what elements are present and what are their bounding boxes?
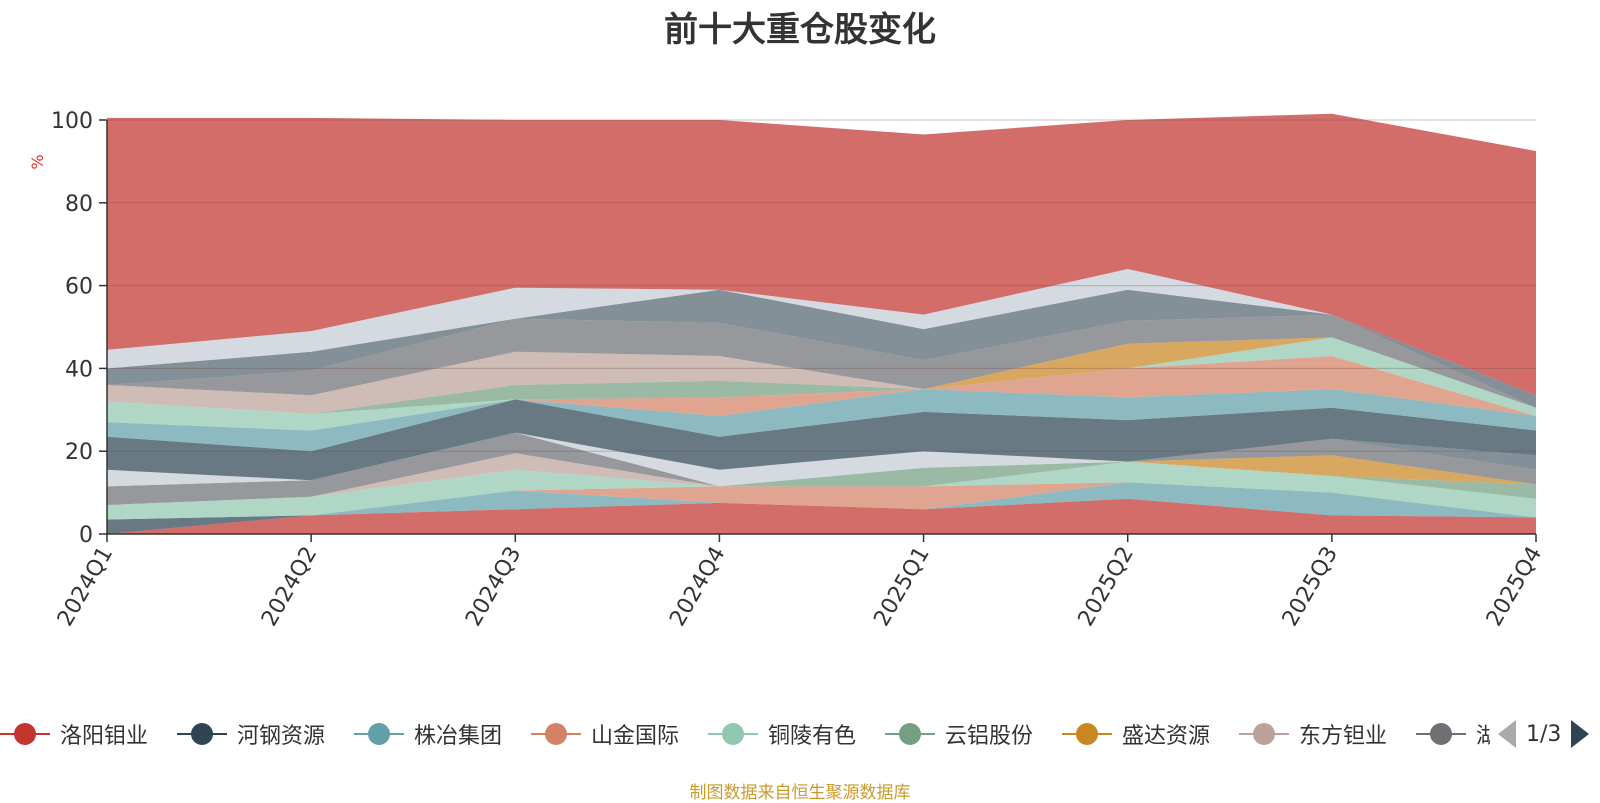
legend-item[interactable]: 铜陵有色 [708, 714, 856, 754]
legend-page-indicator: 1/3 [1526, 721, 1562, 747]
legend-marker-icon [531, 714, 581, 754]
area-series-5 [107, 461, 1536, 520]
data-source-note: 制图数据来自恒生聚源数据库 [689, 783, 911, 803]
legend-label: 云铝股份 [945, 724, 1034, 749]
area-series-14 [107, 389, 1536, 452]
legend-label: 盛达资源 [1122, 724, 1211, 749]
legend-item[interactable]: 洛阳钼业 [0, 714, 148, 754]
legend-item[interactable]: 山金国际 [531, 714, 679, 754]
legend-marker-icon [708, 714, 758, 754]
area-series-19 [107, 337, 1536, 414]
legend-item[interactable]: 湖南黄金 [1416, 714, 1490, 754]
area-series-17 [107, 337, 1536, 414]
legend: 洛阳钼业 河钢资源 株冶集团 山金国际 铜陵有色 云铝股份 盛达资源 东方钽业 湖南黄金 [0, 714, 1490, 754]
legend-pager: 1/3 [1498, 716, 1600, 752]
area-series-21 [107, 289, 1536, 408]
legend-item[interactable]: 云铝股份 [885, 714, 1033, 754]
y-tick-label: 40 [65, 357, 93, 382]
y-tick-label: 100 [51, 109, 93, 134]
area-series-3 [107, 482, 1536, 520]
legend-label: 湖南黄金 [1476, 724, 1490, 749]
area-series-4 [107, 482, 1536, 520]
legend-label: 铜陵有色 [768, 724, 857, 749]
legend-marker-icon [354, 714, 404, 754]
x-tick-label: 2024Q1 [53, 543, 118, 631]
y-tick-label: 80 [65, 192, 93, 217]
x-tick-label: 2024Q3 [461, 543, 526, 631]
area-series-1 [107, 498, 1536, 534]
legend-marker-icon [1416, 714, 1466, 754]
y-tick-label: 0 [79, 523, 93, 548]
legend-next-page-button[interactable] [1571, 720, 1590, 748]
area-series [107, 113, 1536, 534]
legend-item[interactable]: 东方钽业 [1239, 714, 1387, 754]
x-tick-label: 2025Q4 [1482, 543, 1547, 631]
legend-item[interactable]: 河钢资源 [177, 714, 325, 754]
legend-label: 河钢资源 [237, 724, 326, 749]
legend-marker-icon [0, 714, 50, 754]
area-series-23 [107, 113, 1536, 396]
area-series-18 [107, 337, 1536, 414]
legend-item[interactable]: 盛达资源 [1062, 714, 1210, 754]
legend-label: 山金国际 [591, 724, 680, 749]
x-tick-label: 2025Q1 [869, 543, 934, 631]
x-tick-label: 2025Q2 [1074, 543, 1139, 631]
legend-label: 株冶集团 [414, 724, 503, 749]
legend-marker-icon [1062, 714, 1112, 754]
legend-label: 洛阳钼业 [60, 724, 149, 749]
area-series-8 [107, 453, 1536, 505]
area-series-22 [107, 269, 1536, 396]
y-tick-label: 20 [65, 440, 93, 465]
chart-title: 前十大重仓股变化 [664, 10, 936, 50]
area-series-16 [107, 337, 1536, 431]
legend-marker-icon [1239, 714, 1289, 754]
legend-marker-icon [885, 714, 935, 754]
legend-prev-page-button[interactable] [1498, 720, 1516, 748]
area-series-20 [107, 314, 1536, 408]
area-series-13 [107, 399, 1536, 481]
area-series-9 [107, 432, 1536, 505]
legend-marker-icon [177, 714, 227, 754]
area-series-6 [107, 461, 1536, 505]
y-axis-label: % [28, 154, 47, 169]
legend-label: 东方钽业 [1299, 724, 1388, 749]
legend-item[interactable]: 株冶集团 [354, 714, 502, 754]
area-series-11 [107, 432, 1536, 487]
x-tick-label: 2024Q2 [257, 543, 322, 631]
x-tick-label: 2024Q4 [665, 543, 730, 631]
y-tick-label: 60 [65, 275, 93, 300]
x-tick-label: 2025Q3 [1278, 543, 1343, 631]
grid-lines [107, 119, 1536, 452]
